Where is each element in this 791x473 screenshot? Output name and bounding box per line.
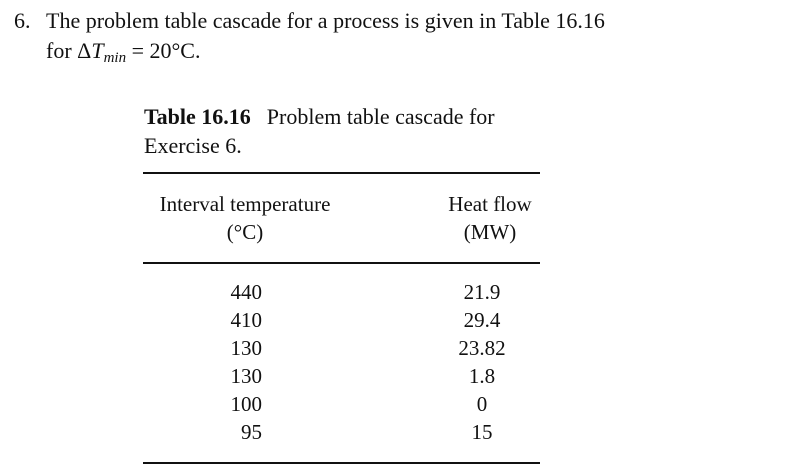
question-text-line-1: The problem table cascade for a process …	[46, 8, 605, 33]
table-caption: Table 16.16 Problem table cascade for Exe…	[144, 102, 564, 160]
delta-variable: T	[91, 38, 104, 63]
delta-t-min: Tmin	[91, 38, 127, 66]
cell-temperature: 95	[241, 420, 262, 444]
cell-temperature: 130	[230, 364, 263, 388]
delta-symbol: Δ	[77, 38, 92, 63]
question-text-prefix: for	[46, 38, 78, 63]
table-top-rule	[143, 172, 540, 174]
question-line-1: 6. The problem table cascade for a proces…	[14, 6, 605, 36]
column-header-temperature: Interval temperature (°C)	[143, 190, 347, 246]
cell-heat-flow: 15	[471, 420, 493, 444]
cell-heat-flow: 0	[476, 392, 488, 416]
cell-temperature: 410	[230, 308, 263, 332]
column-header-heat-flow: Heat flow (MW)	[430, 190, 550, 246]
question-number: 6.	[14, 8, 31, 33]
column-header-heat-flow-title: Heat flow	[448, 192, 532, 216]
question-text-suffix: = 20°C.	[126, 38, 201, 63]
cell-heat-flow: 21.9	[463, 280, 501, 304]
delta-subscript: min	[103, 50, 127, 66]
table-label: Table 16.16	[144, 104, 251, 129]
cell-heat-flow: 1.8	[468, 364, 496, 388]
table-caption-text: Problem table cascade for Exercise 6.	[144, 104, 495, 158]
cell-temperature: 130	[230, 336, 263, 360]
cell-temperature: 100	[230, 392, 263, 416]
cell-heat-flow: 23.82	[458, 336, 506, 360]
table-header-rule	[143, 262, 540, 264]
exercise-question: 6. The problem table cascade for a proces…	[14, 6, 605, 73]
column-header-temperature-title: Interval temperature	[159, 192, 331, 216]
table-bottom-rule	[143, 462, 540, 464]
cell-heat-flow: 29.4	[463, 308, 501, 332]
column-header-heat-flow-unit: (MW)	[463, 220, 517, 244]
cell-temperature: 440	[230, 280, 263, 304]
question-line-2: for ΔTmin = 20°C.	[14, 36, 605, 73]
column-header-temperature-unit: (°C)	[226, 220, 264, 244]
